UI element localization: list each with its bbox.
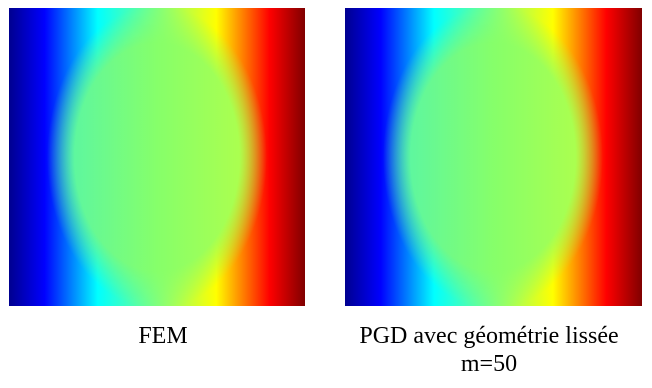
fem-caption: FEM xyxy=(138,323,188,349)
fem-inclusion-region xyxy=(9,8,305,306)
pgd-caption: PGD avec géométrie lissée m=50 xyxy=(359,323,619,377)
pgd-inclusion-region xyxy=(345,8,642,306)
pgd-field-plot xyxy=(345,8,642,306)
fem-field-plot xyxy=(9,8,305,306)
